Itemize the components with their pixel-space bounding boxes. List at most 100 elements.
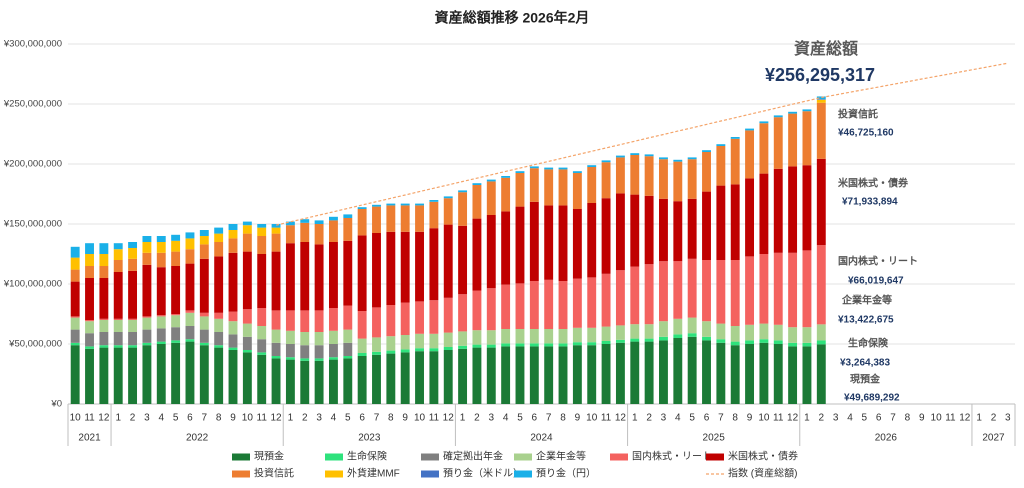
bar-segment [285,310,295,331]
bar-segment [630,341,640,404]
bar-segment [730,345,740,404]
bar-segment [443,198,453,225]
legend-label: 企業年金等 [536,450,586,463]
bar-segment [702,150,711,152]
x-tick-label: 4 [675,413,681,424]
bar-segment [615,342,625,404]
bar-segment [328,220,338,242]
bar-segment [199,312,209,317]
bar-segment [458,192,468,226]
bar-segment [271,233,281,252]
bar-segment [773,340,783,344]
x-tick-label: 8 [905,413,911,424]
bar-segment [314,332,324,346]
bar-segment [171,327,181,341]
bar-segment [443,297,453,333]
legend-item: 確定拠出年金 [421,450,503,463]
bar-segment [357,235,367,311]
bar-segment [472,330,482,345]
chart-title: 資産総額推移 2026年2月 [435,10,590,26]
bar-segment [788,252,798,328]
bar-segment [429,200,439,202]
bar-segment [242,350,252,353]
bar-segment [214,233,224,242]
bar-segment [659,198,668,262]
bar-segment [142,242,152,253]
x-tick-label: 3 [1005,413,1011,424]
bar-segment [328,344,338,358]
bar-segment [85,266,94,278]
bar-segment [400,335,410,350]
bar-segment [257,339,267,353]
bar-segment [70,257,80,270]
bar-segment [630,324,640,339]
bar-segment [214,227,224,234]
x-tick-label: 11 [601,413,612,424]
bar-segment [285,357,295,360]
bar-segment [544,329,554,344]
bar-segment [271,329,281,343]
bar-segment [515,206,525,284]
bar-segment [429,228,439,301]
bar-segment [285,344,295,358]
bar-segment [687,258,697,318]
segment-value: ¥71,933,894 [842,197,898,208]
bar-segment [730,260,740,326]
bar-segment [142,345,152,404]
x-tick-label: 11 [84,413,95,424]
bar-segment [156,328,166,342]
x-tick-label: 4 [847,413,853,424]
legend-label: 国内株式・リート [632,450,712,463]
bar-segment [443,224,453,298]
bar-segment [687,317,697,334]
bar-segment [343,358,353,404]
bar-segment [228,238,238,253]
bar-segment [816,158,826,246]
bar-segment [687,159,697,199]
bar-segment [156,252,166,268]
bar-segment [788,327,798,343]
bar-segment [171,234,181,241]
bar-segment [529,329,539,344]
bar-segment [300,360,310,404]
bar-segment [716,146,726,186]
bar-segment [400,352,410,404]
x-tick-label: 1 [632,413,638,424]
bar-segment [415,203,424,206]
bar-segment [429,201,439,229]
bar-segment [644,338,654,342]
bar-segment [372,351,381,355]
bar-segment [601,198,611,274]
year-label: 2022 [186,433,209,444]
bar-segment [429,351,439,404]
legend-item: 現預金 [232,450,284,463]
year-label: 2023 [358,433,381,444]
bar-segment [128,347,138,404]
bar-segment [673,318,683,335]
bar-segment [328,242,338,308]
bar-segment [702,336,711,341]
bar-segment [415,301,424,334]
bar-segment [257,308,267,326]
bar-segment [716,185,726,260]
bar-segment [242,251,252,310]
bar-segment [214,312,224,319]
bar-segment [228,230,238,239]
bar-segment [142,329,152,343]
bar-segment [458,331,468,346]
bar-segment [601,273,611,327]
bar-segment [472,290,482,331]
bar-segment [70,317,80,330]
bar-segment [171,251,181,266]
bar-segment [773,324,783,341]
segment-value: ¥13,422,675 [838,315,894,326]
segment-value: ¥3,264,383 [840,358,890,369]
bar-segment [228,347,238,350]
bar-segment [300,310,310,332]
bar-segment [257,326,267,340]
x-tick-label: 7 [718,413,724,424]
bar-segment [357,209,367,236]
bar-segment [156,344,166,404]
year-label: 2021 [78,433,101,444]
bar-segment [730,184,740,260]
